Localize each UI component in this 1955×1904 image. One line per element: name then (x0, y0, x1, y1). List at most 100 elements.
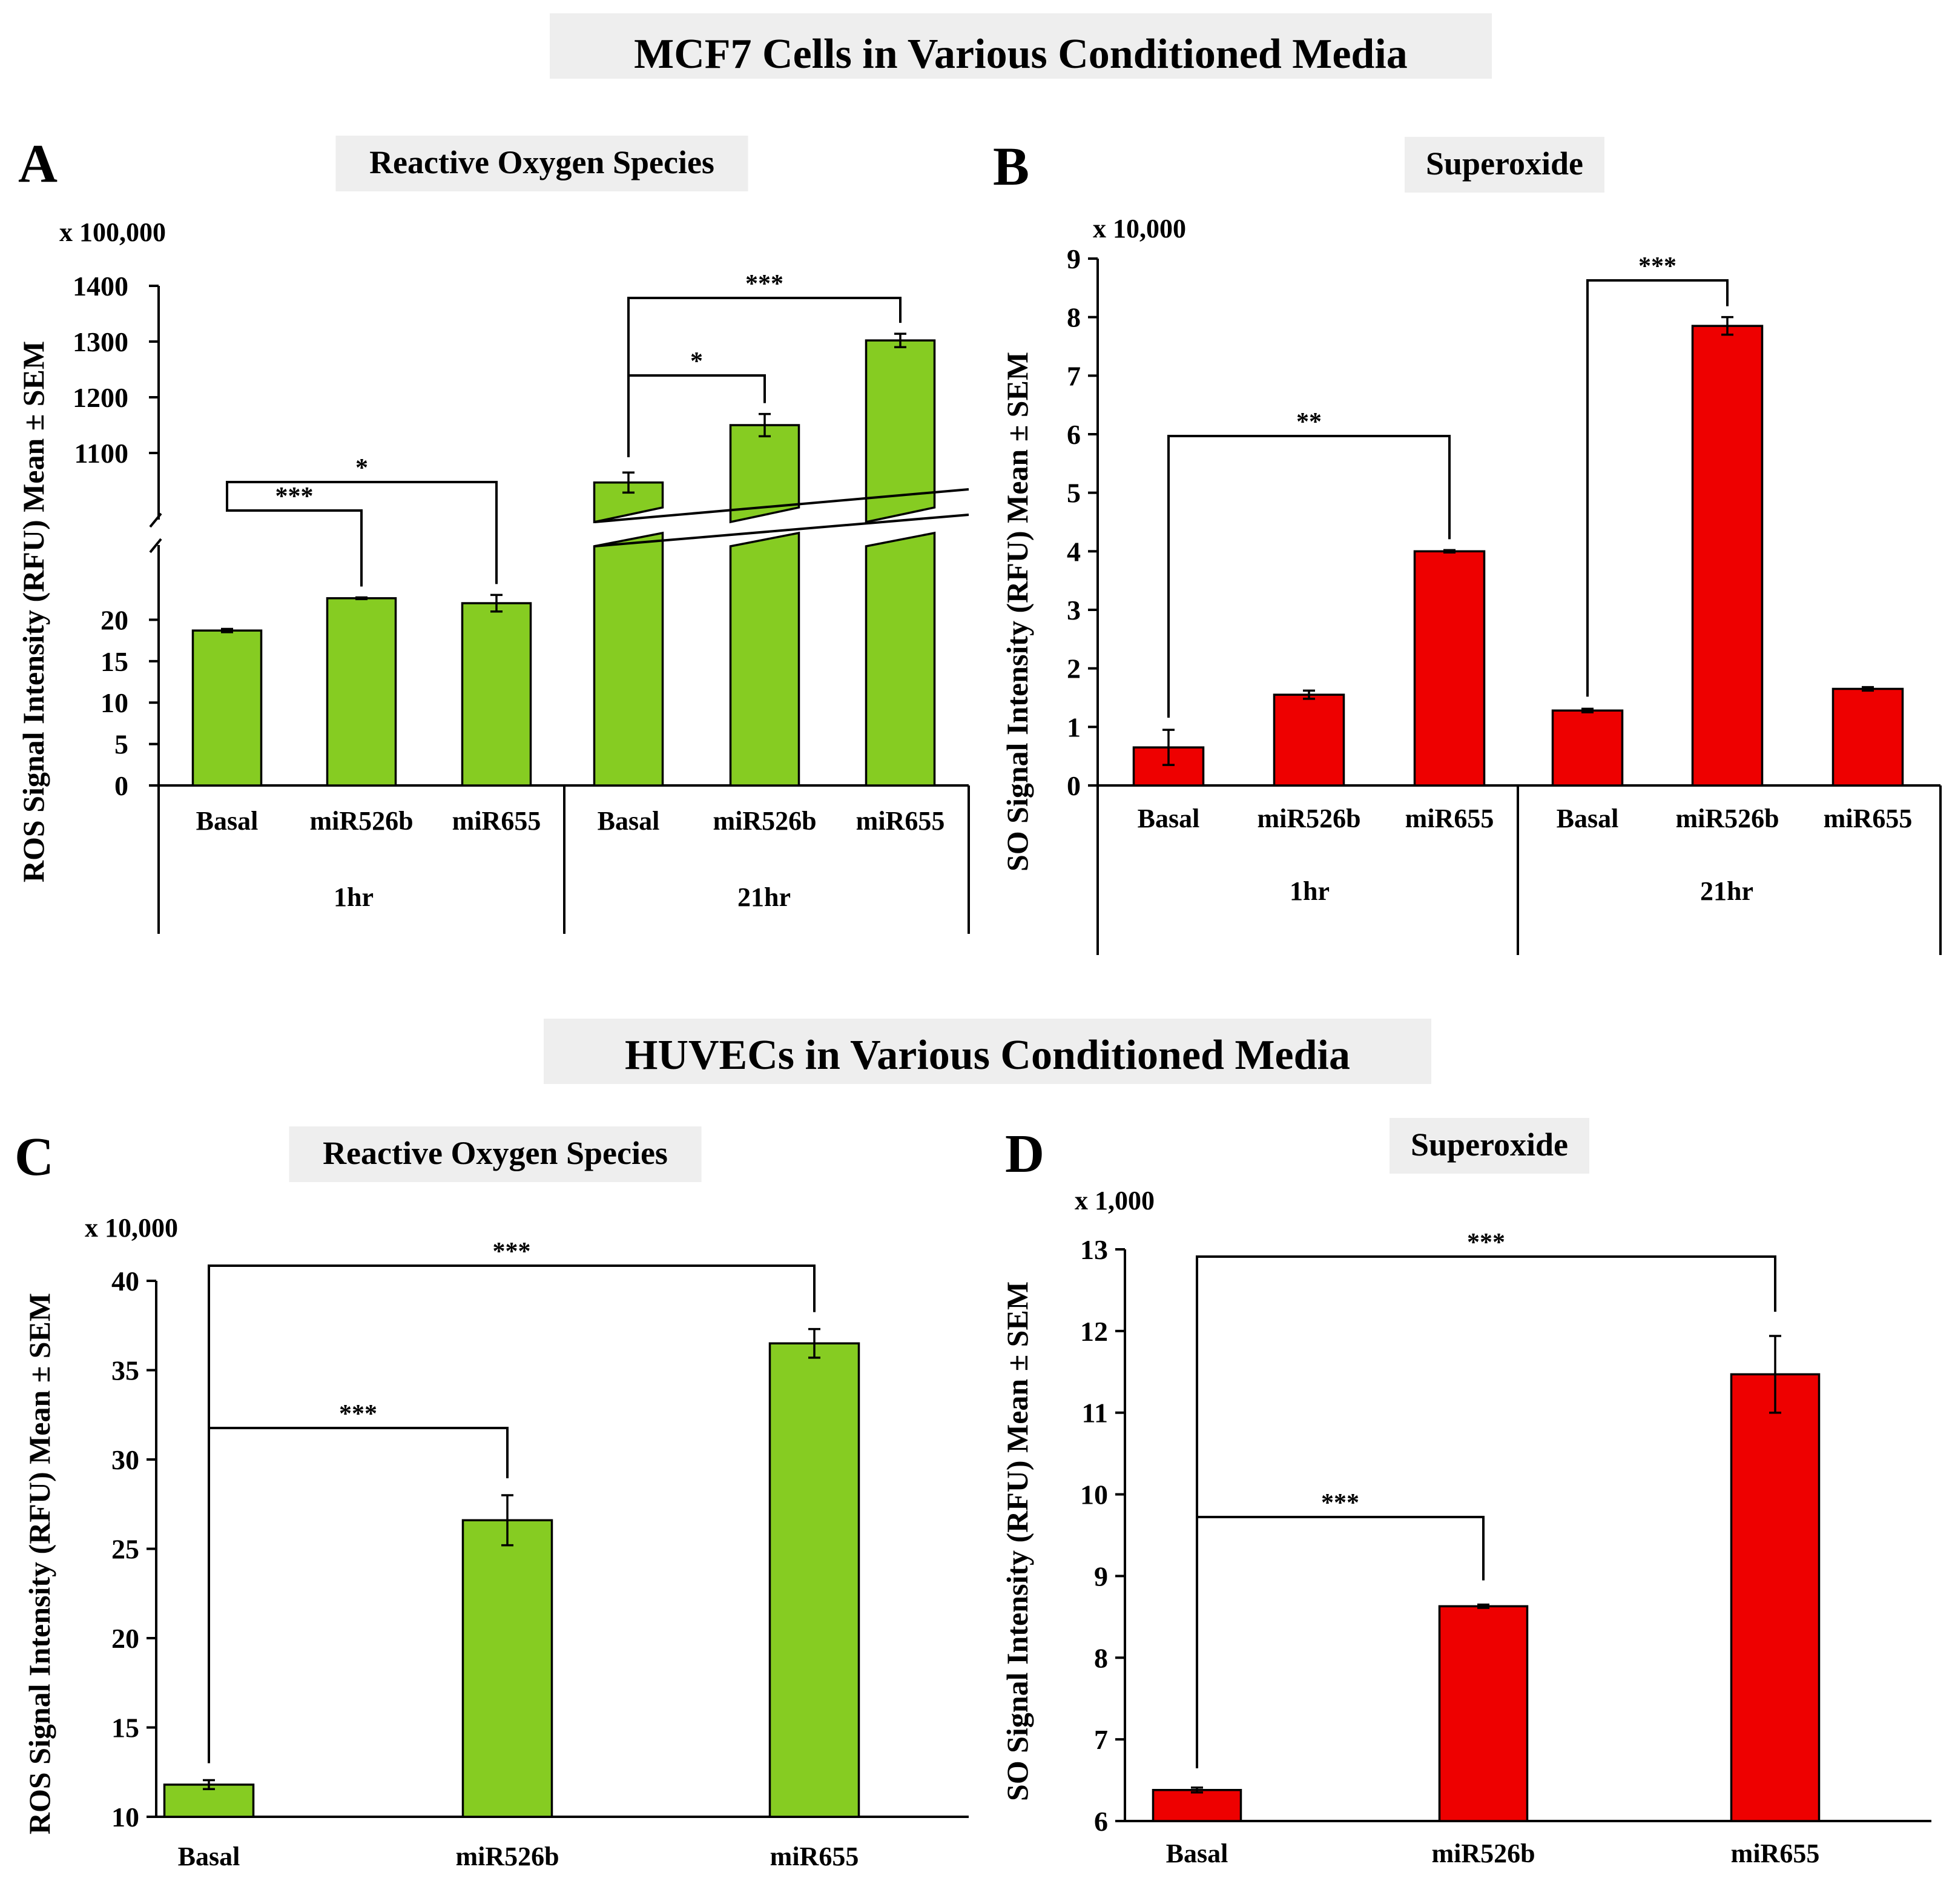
y-axis-label: SO Signal Intensity (RFU) Mean ± SEM (1000, 352, 1034, 871)
bar (326, 597, 397, 787)
significance-bracket-label: * (690, 348, 703, 375)
y-tick-label: 8 (1094, 1642, 1108, 1673)
bar (461, 602, 532, 787)
significance-bracket (627, 297, 902, 457)
panel-letter: C (15, 1127, 54, 1187)
bar (729, 424, 800, 524)
x-category-label: miR655 (1824, 804, 1913, 833)
y-tick-label: 0 (114, 770, 128, 801)
x-category-label: Basal (1166, 1839, 1228, 1868)
scale-note: x 10,000 (85, 1213, 178, 1243)
bar (1132, 746, 1205, 787)
significance-bracket-label: * (355, 454, 368, 482)
bar (1730, 1373, 1821, 1822)
x-category-label: miR526b (1257, 804, 1360, 833)
bar (1691, 325, 1764, 787)
significance-bracket-label: *** (745, 270, 783, 298)
x-category-label: miR655 (452, 806, 541, 836)
significance-bracket (1196, 1255, 1776, 1768)
section-title-top-bg (550, 13, 1492, 79)
bar (1551, 709, 1624, 787)
bar (768, 1342, 860, 1818)
y-tick-label: 40 (111, 1266, 139, 1297)
y-tick-label: 1 (1067, 712, 1081, 742)
panel-title-bg (1405, 137, 1604, 193)
significance-bracket (1167, 435, 1451, 718)
panel-title-bg (335, 136, 748, 191)
y-tick-label: 1300 (73, 326, 128, 357)
y-tick-label: 1200 (73, 382, 128, 413)
bar-lower-segment (593, 531, 664, 787)
bar (1413, 550, 1486, 787)
y-tick-label: 10 (101, 687, 128, 718)
section-title-top: MCF7 Cells in Various Conditioned Media (634, 31, 1408, 78)
scale-note: x 10,000 (1093, 214, 1186, 243)
y-axis-break-mark (149, 512, 162, 528)
bar (593, 481, 664, 524)
panel-letter: A (18, 134, 58, 194)
bar-lower-segment (729, 531, 800, 787)
y-tick-label: 10 (111, 1802, 139, 1833)
x-category-label: miR655 (1731, 1839, 1820, 1868)
x-category-label: miR526b (713, 806, 816, 836)
panel-letter: B (993, 137, 1029, 197)
y-tick-label: 5 (1067, 478, 1081, 509)
x-category-label: miR655 (856, 806, 945, 836)
x-group-label: 21hr (1700, 876, 1753, 906)
x-category-label: miR655 (770, 1842, 859, 1871)
bar (1831, 687, 1904, 787)
panel-title: Reactive Oxygen Species (369, 144, 714, 180)
y-tick-label: 2 (1067, 653, 1081, 684)
y-tick-label: 5 (114, 729, 128, 760)
y-tick-label: 7 (1067, 360, 1081, 391)
significance-bracket-label: *** (275, 483, 314, 511)
y-tick-label: 15 (101, 646, 128, 677)
x-group-label: 1hr (1290, 876, 1330, 906)
x-category-label: Basal (598, 806, 660, 836)
y-tick-label: 15 (111, 1713, 139, 1744)
y-tick-label: 30 (111, 1444, 139, 1475)
bar (163, 1783, 255, 1818)
y-tick-label: 3 (1067, 595, 1081, 626)
significance-bracket-label: *** (493, 1238, 531, 1266)
y-tick-label: 25 (111, 1534, 139, 1565)
y-tick-label: 9 (1067, 243, 1081, 274)
x-category-label: miR526b (1431, 1839, 1535, 1868)
bar (461, 1519, 553, 1818)
break-line-lower (594, 514, 969, 547)
y-tick-label: 20 (111, 1623, 139, 1654)
significance-bracket (226, 481, 498, 584)
panel-title: Superoxide (1426, 145, 1583, 182)
section-title-bottom-bg (544, 1019, 1431, 1084)
x-category-label: Basal (1138, 804, 1200, 833)
y-tick-label: 35 (111, 1355, 139, 1386)
x-category-label: miR526b (1675, 804, 1779, 833)
y-axis-label: SO Signal Intensity (RFU) Mean ± SEM (1000, 1281, 1034, 1801)
y-tick-label: 0 (1067, 770, 1081, 801)
y-tick-label: 12 (1080, 1316, 1108, 1347)
x-category-label: miR526b (455, 1842, 559, 1871)
panel-title: Superoxide (1411, 1126, 1568, 1163)
panel-title: Reactive Oxygen Species (323, 1135, 668, 1171)
x-group-label: 1hr (334, 882, 374, 912)
y-tick-label: 1400 (73, 271, 128, 302)
y-axis-label: ROS Signal Intensity (RFU) Mean ± SEM (22, 1293, 56, 1834)
y-tick-label: 6 (1094, 1806, 1108, 1837)
y-tick-label: 9 (1094, 1561, 1108, 1592)
bar (1438, 1605, 1529, 1822)
significance-bracket (1586, 279, 1729, 697)
y-tick-label: 8 (1067, 302, 1081, 333)
x-category-label: Basal (196, 806, 259, 836)
scale-note: x 1,000 (1075, 1186, 1155, 1215)
significance-bracket (208, 1264, 816, 1764)
section-title-bottom: HUVECs in Various Conditioned Media (625, 1032, 1350, 1079)
x-category-label: Basal (178, 1842, 240, 1871)
bar (191, 629, 263, 787)
panel-letter: D (1005, 1124, 1044, 1184)
y-tick-label: 20 (101, 604, 128, 635)
y-axis-break-mark (149, 538, 162, 554)
significance-bracket-label: *** (1321, 1489, 1359, 1517)
bar (1273, 693, 1345, 787)
panel-d: Superoxide Dx 1,000 SO Signal Intensity (R… (1000, 1118, 1931, 1868)
